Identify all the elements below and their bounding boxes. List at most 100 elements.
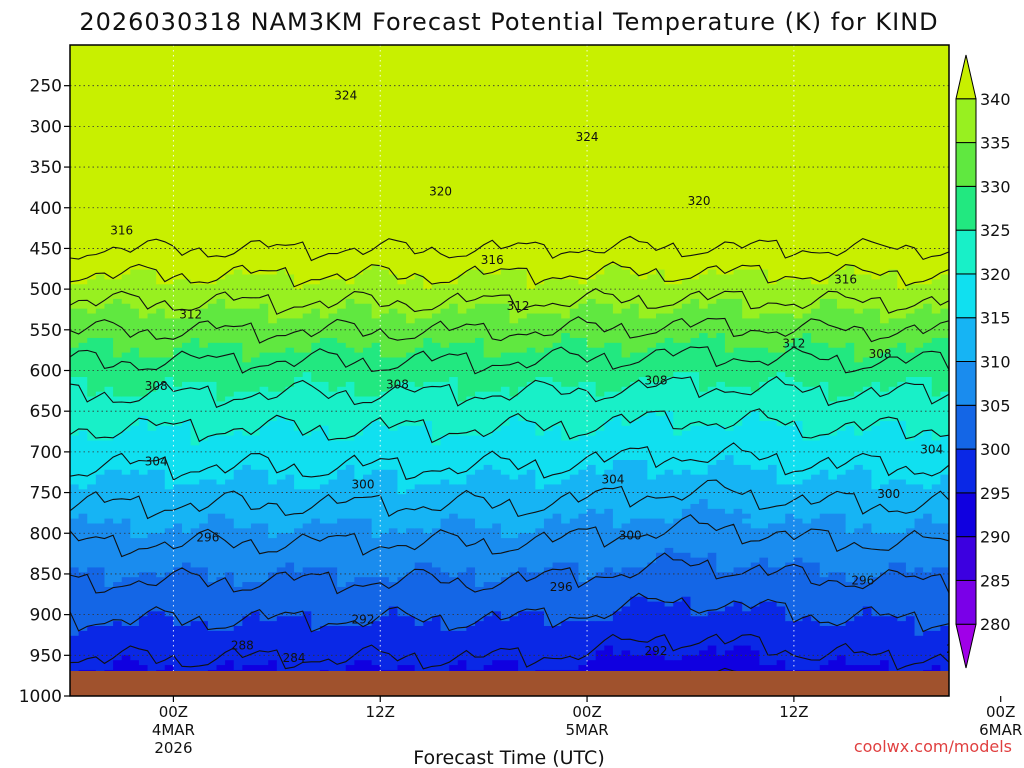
fill-cell	[423, 562, 433, 622]
fill-cell	[130, 396, 140, 427]
fill-cell	[914, 518, 924, 569]
fill-cell	[914, 284, 924, 310]
contour-line	[70, 375, 949, 409]
fill-cell	[768, 420, 778, 466]
fill-cell	[216, 401, 226, 437]
fill-cell	[871, 45, 881, 280]
fill-cell	[750, 45, 761, 271]
fill-cell	[173, 347, 183, 388]
fill-cell	[724, 386, 735, 432]
fill-cell	[561, 440, 571, 481]
fill-cell	[543, 279, 554, 315]
fill-cell	[526, 572, 536, 612]
colorbar-segment	[955, 98, 977, 144]
fill-cell	[345, 45, 355, 285]
fill-cell	[647, 274, 657, 320]
fill-cell	[173, 318, 183, 349]
fill-cell	[647, 562, 657, 603]
fill-cell	[561, 333, 571, 388]
fill-cell	[630, 45, 640, 276]
fill-cell	[431, 342, 442, 383]
fill-cell	[768, 464, 778, 525]
fill-cell	[78, 284, 88, 310]
fill-cell	[216, 435, 226, 486]
fill-cell	[354, 352, 364, 398]
fill-cell	[276, 533, 287, 569]
fill-cell	[70, 567, 80, 637]
fill-cell	[457, 313, 468, 344]
colorbar-segment	[955, 273, 977, 319]
y-tick-label: 550	[30, 321, 62, 341]
fill-cell	[931, 45, 941, 280]
fill-cell	[819, 298, 829, 344]
fill-cell	[70, 518, 80, 569]
fill-cell	[397, 425, 407, 495]
fill-cell	[319, 381, 330, 427]
fill-cell	[681, 596, 692, 656]
x-tick-label: 2026	[154, 739, 192, 757]
fill-cell	[940, 626, 949, 676]
fill-cell	[87, 440, 97, 486]
fill-cell	[225, 479, 235, 520]
fill-cell	[182, 484, 192, 534]
x-axis-label: Forecast Time (UTC)	[413, 747, 604, 768]
fill-cell	[802, 45, 812, 280]
fill-cell	[475, 303, 485, 339]
contour-line	[70, 552, 949, 595]
fill-cell	[259, 45, 269, 276]
contour-label: 296	[550, 580, 573, 594]
contour-label: 316	[481, 253, 504, 267]
fill-cell	[337, 386, 347, 442]
fill-cell	[225, 518, 235, 573]
fill-cell	[380, 313, 390, 359]
fill-cell	[500, 538, 511, 578]
fill-cell	[699, 557, 709, 617]
fill-cell	[923, 630, 933, 671]
fill-cell	[87, 523, 97, 569]
fill-cell	[768, 523, 778, 569]
fill-cell	[759, 45, 769, 271]
fill-cell	[449, 577, 459, 632]
fill-cell	[785, 562, 795, 622]
y-tick-label: 900	[30, 606, 62, 626]
fill-cell	[914, 347, 924, 378]
fill-cell	[250, 274, 261, 310]
fill-cell	[259, 386, 269, 427]
fill-cell	[578, 513, 588, 583]
fill-cell	[888, 347, 898, 388]
fill-cell	[337, 469, 347, 520]
fill-cell	[587, 621, 597, 661]
fill-cell	[397, 284, 407, 315]
fill-cell	[121, 303, 131, 354]
fill-cell	[724, 606, 735, 652]
fill-cell	[656, 342, 666, 383]
fill-cell	[414, 347, 424, 388]
fill-cell	[638, 596, 648, 656]
fill-cell	[707, 425, 717, 466]
colorbar-segment	[955, 54, 977, 100]
fill-cell	[612, 45, 623, 266]
fill-cell	[345, 626, 355, 666]
fill-cell	[733, 464, 743, 510]
fill-cell	[173, 279, 183, 320]
colorbar-segment	[955, 361, 977, 406]
fill-cell	[388, 308, 399, 359]
fill-cell	[535, 377, 545, 437]
fill-cell	[656, 416, 666, 476]
fill-cell	[905, 484, 916, 529]
fill-cell	[931, 484, 941, 525]
fill-cell	[285, 562, 295, 617]
fill-cell	[449, 435, 459, 486]
fill-cell	[785, 377, 795, 427]
fill-cell	[880, 45, 890, 276]
fill-cell	[845, 469, 855, 534]
fill-cell	[190, 484, 200, 529]
fill-cell	[104, 586, 114, 627]
fill-cell	[311, 45, 321, 285]
fill-cell	[836, 269, 847, 310]
colorbar-segment	[955, 623, 977, 669]
fill-cell	[500, 577, 511, 622]
fill-cell	[483, 274, 493, 305]
x-tick-label: 00Z	[572, 703, 601, 721]
fill-cell	[897, 289, 907, 320]
